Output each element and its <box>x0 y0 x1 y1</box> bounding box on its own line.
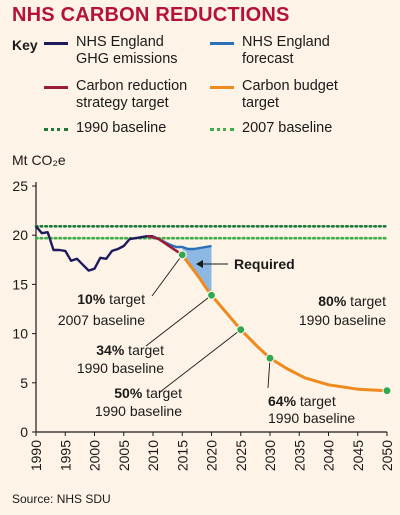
y-tick-label: 20 <box>12 227 28 243</box>
legend-heading: Key <box>12 37 38 53</box>
annotation-leader <box>151 254 183 297</box>
legend-text: NHS England <box>242 34 330 50</box>
legend: Key NHS England GHG emissions NHS England… <box>0 34 400 146</box>
x-tick-label: 1990 <box>28 440 44 471</box>
annotation-34pct-line2: 1990 baseline <box>77 360 164 376</box>
target-marker <box>206 290 217 300</box>
y-axis-unit-label: Mt CO₂e <box>12 152 66 168</box>
annotation-leader <box>267 358 271 389</box>
legend-text: target <box>242 95 280 111</box>
legend-swatch-strategy <box>44 86 68 89</box>
annotation-80pct-line2: 1990 baseline <box>299 312 386 328</box>
legend-text: Carbon reduction <box>76 78 188 94</box>
x-tick-label: 2025 <box>233 440 249 471</box>
target-marker <box>236 325 246 335</box>
required-arrowhead <box>196 260 203 268</box>
legend-text: strategy target <box>76 95 169 111</box>
annotation-leader <box>159 329 242 393</box>
x-tick-label: 2015 <box>174 440 190 471</box>
series-strategy <box>146 234 184 256</box>
legend-text: Carbon budget <box>242 78 338 94</box>
x-tick-label: 2035 <box>291 440 307 471</box>
y-tick-label: 10 <box>12 326 28 342</box>
x-tick-label: 2000 <box>87 440 103 471</box>
annotation-10pct-line1: 10% target <box>77 291 145 307</box>
legend-text: GHG emissions <box>76 51 178 67</box>
legend-swatch-budget <box>210 86 234 89</box>
legend-text: NHS England <box>76 34 164 50</box>
x-tick-label: 1995 <box>57 440 73 471</box>
source-note: Source: NHS SDU <box>12 492 111 506</box>
y-tick-label: 15 <box>12 276 28 292</box>
x-tick-label: 2050 <box>379 440 395 471</box>
legend-swatch-emissions <box>44 42 68 45</box>
annotation-34pct-line1: 34% target <box>96 342 164 358</box>
annotation-50pct-line2: 1990 baseline <box>95 403 182 419</box>
legend-swatch-forecast <box>210 42 234 45</box>
series-emissions <box>35 225 153 272</box>
y-tick-label: 5 <box>20 375 28 391</box>
legend-text: forecast <box>242 51 294 67</box>
legend-swatch-baseline1990 <box>44 128 68 131</box>
target-marker <box>265 353 275 363</box>
annotation-50pct-line1: 50% target <box>114 385 182 401</box>
x-tick-label: 2010 <box>145 440 161 471</box>
annotation-64pct-line2: 1990 baseline <box>268 410 355 426</box>
annotation-10pct-line2: 2007 baseline <box>58 312 145 328</box>
target-marker <box>382 386 392 396</box>
x-tick-label: 2005 <box>116 440 132 471</box>
legend-text: 2007 baseline <box>242 120 333 136</box>
target-marker <box>177 250 187 260</box>
x-tick-label: 2045 <box>350 440 366 471</box>
y-tick-label: 25 <box>12 178 28 194</box>
annotation-leader <box>145 294 212 347</box>
x-tick-label: 2040 <box>321 440 337 471</box>
x-tick-label: 2020 <box>204 440 220 471</box>
x-tick-label: 2030 <box>262 440 278 471</box>
y-tick-label: 0 <box>20 424 28 440</box>
annotation-80pct-line1: 80% target <box>318 293 386 309</box>
annotation-64pct-line1: 64% target <box>268 393 336 409</box>
chart-title: NHS CARBON REDUCTIONS <box>12 4 290 26</box>
legend-text: 1990 baseline <box>76 120 167 136</box>
required-label: Required <box>234 256 295 272</box>
legend-swatch-baseline2007 <box>210 128 234 131</box>
